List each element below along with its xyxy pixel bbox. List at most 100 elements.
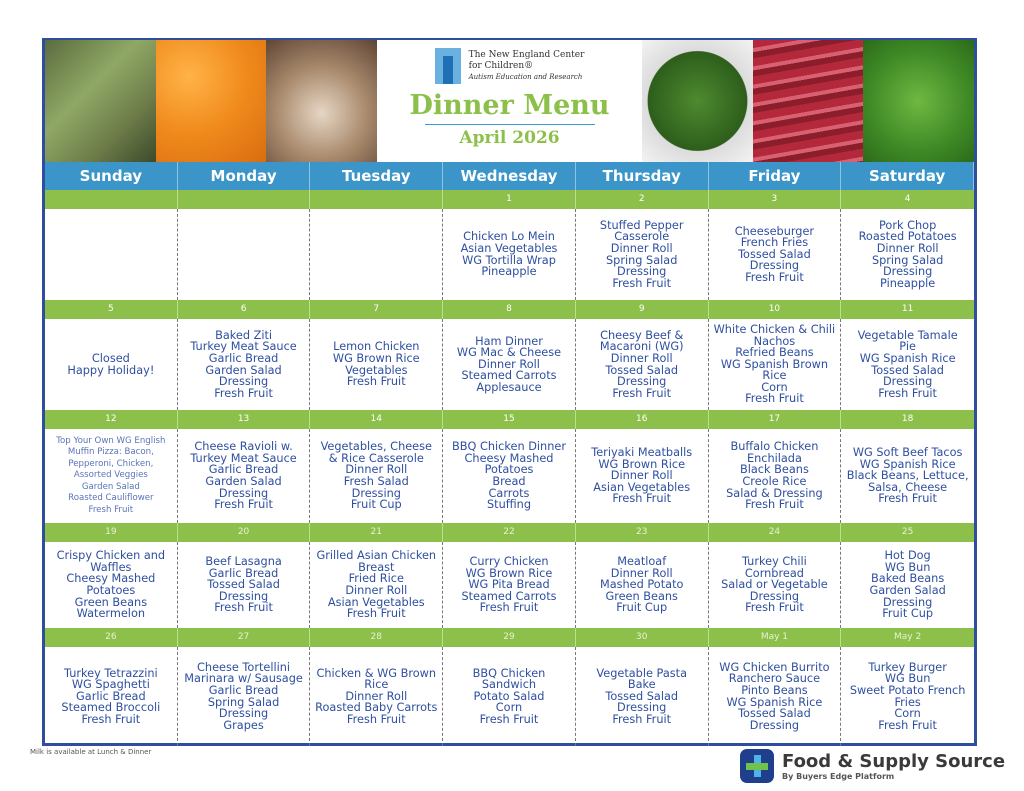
menu-item: Tossed Salad: [605, 689, 679, 703]
mushrooms-photo: [266, 40, 378, 162]
menu-item: Fresh Fruit: [745, 601, 804, 615]
menu-item: Fried Rice: [348, 572, 404, 586]
day-cell: Ham Dinner WG Mac & Cheese Dinner Roll Stea…: [443, 319, 576, 410]
asparagus-photo: [45, 40, 156, 162]
menu-item: Fresh Fruit: [214, 386, 273, 400]
menu-item: Watermelon: [76, 607, 146, 621]
menu-item: Closed: [91, 351, 130, 365]
menu-item: Ham Dinner: [475, 334, 543, 348]
menu-item: Pepperoni, Chicken,: [68, 458, 154, 469]
menu-item: Dinner Roll: [876, 241, 939, 255]
menu-item: Fresh Fruit: [878, 718, 937, 732]
menu-item: Fresh Fruit: [745, 498, 804, 512]
menu-item: Spring Salad: [207, 695, 280, 709]
greens-photo: [863, 40, 975, 162]
menu-item: Garden Salad: [205, 363, 282, 377]
menu-item: Sweet Potato French: [849, 683, 966, 697]
date-number: 9: [575, 300, 709, 319]
menu-item: Stuffing: [486, 498, 531, 512]
menu-item: BBQ Chicken: [472, 666, 546, 680]
day-header-friday: Friday: [709, 162, 842, 190]
menu-item: WG Soft Beef Tacos: [852, 446, 963, 460]
menu-item: & Rice Casserole: [328, 451, 424, 465]
menu-item: Refried Beans: [735, 346, 814, 360]
org-name-1: The New England Center: [468, 49, 585, 60]
menu-item: Crispy Chicken and: [56, 549, 166, 563]
day-cell: Vegetable Tamale Pie WG Spanish Rice Tossed…: [841, 319, 974, 410]
day-cell: Meatloaf Dinner Roll Mashed Potato Green Be…: [576, 542, 709, 628]
date-number: 19: [45, 523, 178, 542]
day-cell: Vegetables, Cheese & Rice Casserole Dinner…: [310, 429, 444, 523]
menu-item: Dressing: [351, 486, 401, 500]
day-cell: Baked Ziti Turkey Meat Sauce Garlic Bread G…: [178, 319, 311, 410]
menu-item: WG Pita Bread: [468, 578, 550, 592]
menu-item: Asian Vegetables: [460, 241, 558, 255]
menu-item: Pineapple: [481, 265, 537, 279]
org-logo-icon: [434, 48, 461, 84]
menu-item: Ranchero Sauce: [728, 672, 821, 686]
day-cell: Beef Lasagna Garlic Bread Tossed Salad Dres…: [178, 542, 311, 628]
menu-item: Steamed Carrots: [461, 589, 557, 603]
menu-item: WG Mac & Cheese: [456, 346, 562, 360]
menu-item: Cheesy Mashed: [66, 572, 156, 586]
day-cell: Chicken & WG Brown Rice Dinner Roll Roasted…: [310, 647, 444, 746]
date-number: 20: [177, 523, 311, 542]
date-number: 8: [443, 300, 576, 319]
date-number: 18: [841, 410, 974, 429]
menu-item: Dinner Roll: [478, 357, 540, 371]
menu-item: Garlic Bread: [76, 689, 146, 703]
menu-item: Dinner Roll: [610, 469, 673, 483]
menu-item: Fresh Fruit: [745, 392, 804, 406]
menu-item: Dressing: [749, 589, 800, 603]
menu-item: Fresh Fruit: [612, 712, 672, 726]
day-cell: Grilled Asian Chicken Breast Fried Rice Din…: [310, 542, 444, 628]
date-number: [310, 190, 444, 209]
menu-item: Baked Beans: [871, 572, 945, 586]
menu-item: Garden Salad: [869, 584, 946, 597]
menu-item: WG Tortilla Wrap: [462, 253, 556, 267]
menu-item: Asian Vegetables: [593, 480, 691, 494]
menu-item: BBQ Chicken Dinner: [452, 440, 566, 454]
org-tagline: Autism Education and Research: [468, 72, 583, 81]
menu-item: Casserole: [614, 230, 670, 244]
menu-item: WG Bun: [884, 672, 931, 686]
day-cell: [45, 209, 178, 300]
date-number: 22: [443, 523, 576, 542]
menu-item: Dressing: [749, 259, 800, 273]
menu-item: Roasted Baby Carrots: [315, 701, 438, 715]
menu-item: Tossed Salad: [738, 247, 811, 261]
menu-item: Dressing: [749, 718, 800, 732]
day-cell: Chicken Lo Mein Asian Vegetables WG Tortil…: [443, 209, 576, 300]
menu-item: Corn: [894, 707, 921, 721]
day-cell: Turkey Tetrazzini WG Spaghetti Garlic Brea…: [45, 647, 178, 746]
menu-item: Turkey Tetrazzini: [64, 666, 158, 680]
header-banner: The New England Center for Children® Aut…: [45, 40, 975, 162]
menu-item: WG Spanish Rice: [726, 695, 823, 709]
week-row: Closed Happy Holiday! Baked Ziti Turkey Mea…: [45, 319, 974, 410]
date-number: [45, 190, 178, 209]
day-cell: Teriyaki Meatballs WG Brown Rice Dinner Ro…: [576, 429, 709, 523]
menu-item: Rice: [762, 369, 787, 383]
menu-item: Fresh Salad: [343, 475, 409, 488]
day-header-wednesday: Wednesday: [443, 162, 576, 190]
menu-item: Top Your Own WG English: [56, 435, 166, 446]
menu-item: Grapes: [223, 718, 264, 732]
menu-item: Roasted Cauliflower: [68, 493, 154, 504]
menu-item: WG Spaghetti: [71, 678, 150, 692]
menu-item: Applesauce: [476, 380, 542, 394]
menu-item: Fruit Cup: [882, 607, 934, 621]
menu-item: Creole Rice: [742, 475, 807, 488]
menu-item: WG Brown Rice: [598, 457, 686, 471]
oranges-photo: [155, 40, 267, 162]
date-number: 21: [310, 523, 444, 542]
menu-item: Dressing: [617, 375, 667, 389]
menu-item: Fresh Fruit: [346, 712, 406, 726]
menu-item: Cheesy Beef &: [600, 328, 684, 342]
menu-item: Bread: [492, 475, 526, 488]
menu-item: Fruit Cup: [616, 601, 668, 615]
menu-item: Dressing: [882, 595, 933, 609]
date-number: 11: [841, 300, 974, 319]
menu-item: Cornbread: [744, 566, 804, 580]
menu-item: Hot Dog: [884, 549, 931, 563]
